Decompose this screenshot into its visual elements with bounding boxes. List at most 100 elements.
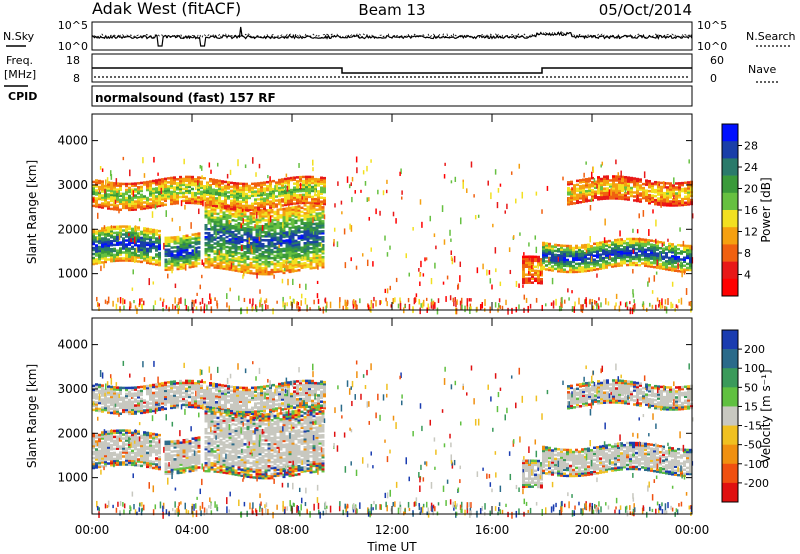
power-noise-cell <box>96 212 99 219</box>
power-cell <box>270 226 274 230</box>
velocity-cell <box>134 441 137 445</box>
y-tick-label: 1000 <box>57 267 88 281</box>
velocity-cell <box>107 462 110 465</box>
power-cell <box>257 184 260 187</box>
power-noise-cell <box>681 270 683 278</box>
velocity-cell <box>210 444 214 447</box>
power-cell <box>531 263 534 266</box>
velocity-cell <box>176 463 180 467</box>
power-cell <box>176 265 180 269</box>
power-cell <box>522 269 525 273</box>
power-cell <box>92 184 95 188</box>
power-cell <box>167 189 170 192</box>
power-cell <box>639 184 642 187</box>
power-cell <box>248 186 251 190</box>
velocity-cell <box>213 464 217 467</box>
power-cell <box>294 227 298 231</box>
power-cell <box>306 263 310 266</box>
power-noise-cell <box>299 182 302 190</box>
power-cell <box>215 181 218 184</box>
power-noise-cell <box>96 301 99 307</box>
velocity-cell <box>119 435 122 438</box>
power-cell <box>584 255 587 259</box>
power-cell <box>207 253 211 257</box>
power-cell <box>131 239 134 243</box>
power-noise-cell <box>134 225 137 233</box>
velocity-cell <box>219 452 223 456</box>
power-cell <box>309 231 313 234</box>
power-cell <box>288 242 292 246</box>
power-cell <box>122 206 125 210</box>
velocity-cell <box>176 449 180 453</box>
power-cell <box>321 226 325 229</box>
power-cell <box>635 253 638 257</box>
power-cell <box>294 257 298 261</box>
power-cell <box>248 208 251 212</box>
power-cell <box>113 253 116 257</box>
velocity-cell <box>134 463 137 467</box>
power-cell <box>173 194 176 197</box>
velocity-cell <box>197 460 201 463</box>
power-cell <box>230 181 233 185</box>
power-cell <box>671 265 674 268</box>
power-cell <box>629 259 632 263</box>
velocity-cell <box>122 441 125 444</box>
power-cell <box>554 261 557 265</box>
power-cell <box>194 252 198 256</box>
power-cell <box>297 217 301 220</box>
power-cell <box>540 264 543 267</box>
power-noise-cell <box>557 256 560 262</box>
power-cell <box>146 253 149 257</box>
power-cell <box>653 245 656 249</box>
velocity-cell <box>158 437 161 441</box>
power-cell <box>152 242 155 246</box>
power-cell <box>282 229 286 233</box>
power-cell <box>285 207 289 210</box>
velocity-cell <box>204 465 208 469</box>
beam-title: Beam 13 <box>358 1 425 19</box>
power-cell <box>131 259 134 263</box>
velocity-cell <box>140 458 143 462</box>
power-cell <box>617 242 620 246</box>
power-cell <box>584 269 587 273</box>
power-cell <box>258 244 262 248</box>
power-noise-cell <box>292 278 294 286</box>
power-cell <box>228 246 232 249</box>
power-cell <box>164 191 167 195</box>
power-cell <box>572 252 575 256</box>
power-noise-cell <box>618 238 621 243</box>
power-cell <box>611 241 614 244</box>
power-cell <box>216 240 220 244</box>
power-cell <box>588 199 591 202</box>
power-cell <box>255 270 259 274</box>
power-cell <box>606 179 609 182</box>
power-cell <box>584 243 587 247</box>
velocity-cell <box>119 437 122 440</box>
power-cell <box>245 184 248 188</box>
power-cell <box>134 200 137 203</box>
power-cell <box>603 193 606 196</box>
power-cell <box>246 255 250 258</box>
velocity-cell <box>173 450 177 453</box>
power-noise-cell <box>647 199 650 203</box>
power-cell <box>261 215 265 218</box>
power-cell <box>227 197 230 200</box>
power-cell <box>155 195 158 198</box>
power-cell <box>660 199 663 203</box>
power-noise-cell <box>260 297 262 303</box>
power-cell <box>234 225 238 228</box>
power-cell <box>113 200 116 203</box>
power-cell <box>140 203 143 207</box>
power-cell <box>222 261 226 264</box>
power-cell <box>164 187 167 191</box>
power-cell <box>647 254 650 258</box>
power-noise-cell <box>202 200 204 207</box>
power-cell <box>647 240 650 244</box>
power-cell <box>197 200 200 203</box>
power-cell <box>210 258 214 261</box>
power-cell <box>590 251 593 254</box>
power-cell <box>585 181 588 185</box>
power-cell <box>684 203 687 206</box>
power-cell <box>164 266 168 270</box>
power-noise-cell <box>399 302 402 310</box>
